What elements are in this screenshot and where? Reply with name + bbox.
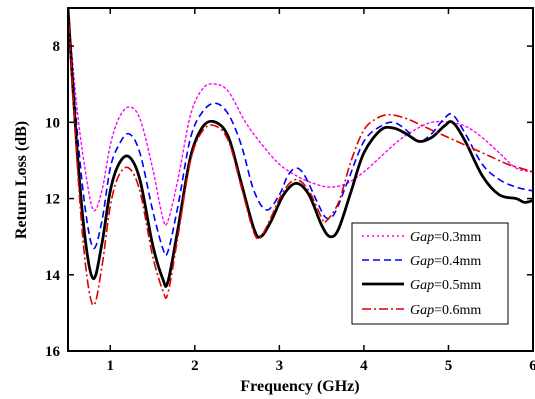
series-layer bbox=[68, 8, 533, 307]
legend-box bbox=[351, 222, 509, 325]
legend-label: Gap=0.3mm bbox=[410, 230, 481, 245]
x-tick-label: 3 bbox=[276, 358, 284, 374]
y-tick-label: 12 bbox=[45, 192, 60, 208]
x-tick-label: 2 bbox=[191, 358, 199, 374]
legend-label: Gap=0.4mm bbox=[410, 254, 481, 269]
x-tick-label: 4 bbox=[360, 358, 368, 374]
series-line-4 bbox=[68, 8, 533, 307]
y-axis-title: Return Loss (dB) bbox=[13, 121, 30, 239]
series-line-2 bbox=[68, 8, 533, 257]
legend-label: Gap=0.6mm bbox=[410, 303, 481, 318]
legend-label: Gap=0.5mm bbox=[410, 278, 481, 293]
legend: Gap=0.3mm Gap=0.4mm Gap=0.5mm Gap=0.6mm bbox=[351, 222, 509, 325]
y-tick-label: 14 bbox=[45, 268, 61, 284]
x-axis-title: Frequency (GHz) bbox=[240, 378, 359, 395]
series-line-1 bbox=[68, 8, 533, 227]
x-tick-label: 6 bbox=[529, 358, 535, 374]
x-tick-label: 5 bbox=[445, 358, 453, 374]
y-tick-label: 10 bbox=[45, 115, 60, 131]
plot-frame bbox=[67, 7, 534, 352]
y-tick-label: 16 bbox=[45, 344, 61, 360]
x-tick-label: 1 bbox=[107, 358, 115, 374]
series-line-3 bbox=[68, 8, 533, 288]
y-tick-label: 8 bbox=[53, 39, 61, 55]
